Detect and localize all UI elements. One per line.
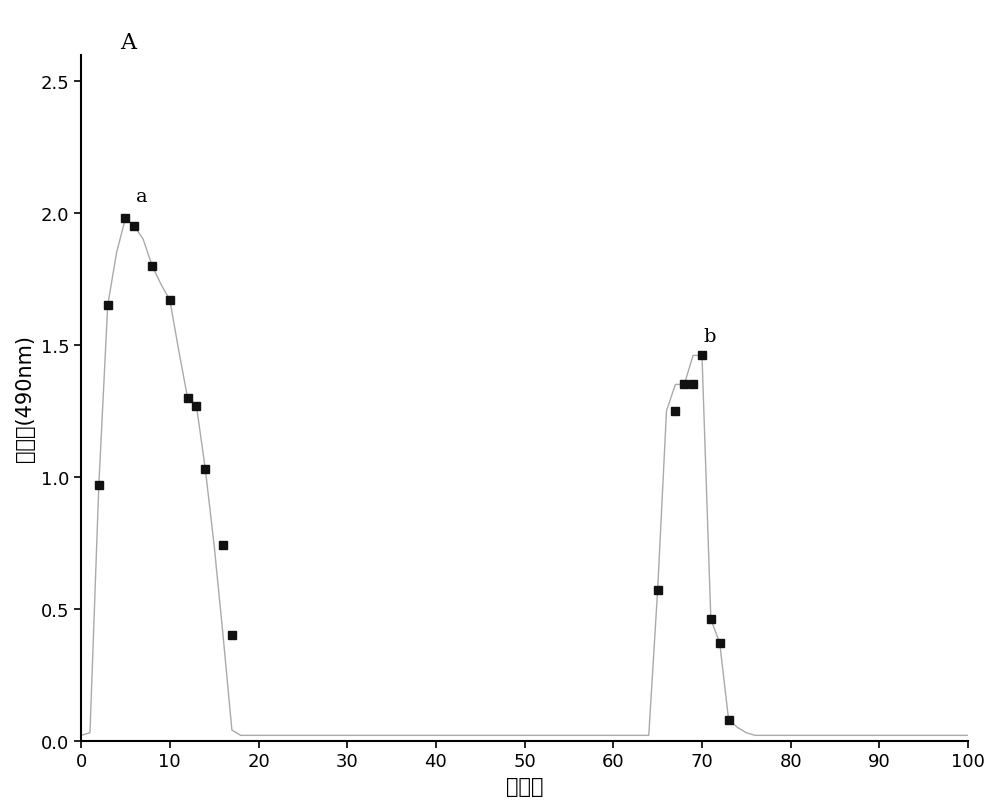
Text: A: A [120,32,136,54]
Y-axis label: 吸光度(490nm): 吸光度(490nm) [15,335,35,461]
Text: a: a [136,188,148,206]
X-axis label: 试管号: 试管号 [506,776,543,796]
Text: b: b [704,328,716,345]
